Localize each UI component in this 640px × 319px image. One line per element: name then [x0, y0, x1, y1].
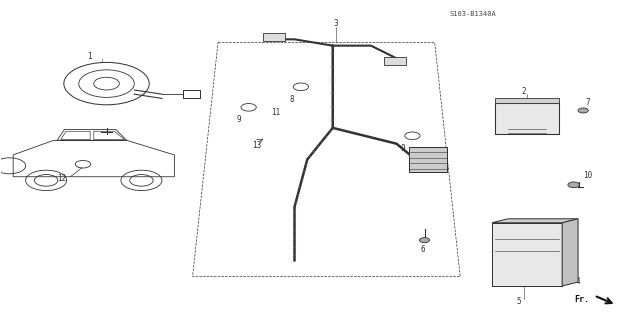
Text: 6: 6 — [421, 245, 426, 254]
Circle shape — [568, 182, 579, 188]
Text: 3: 3 — [333, 19, 339, 28]
Text: 9: 9 — [237, 115, 241, 124]
Text: 13: 13 — [252, 141, 261, 150]
Polygon shape — [492, 219, 578, 223]
FancyBboxPatch shape — [495, 103, 559, 134]
Text: 10: 10 — [583, 171, 592, 180]
Text: 12: 12 — [58, 174, 67, 183]
FancyBboxPatch shape — [384, 57, 406, 65]
Polygon shape — [492, 223, 562, 286]
Text: 5: 5 — [516, 297, 521, 306]
Text: 9: 9 — [401, 144, 405, 153]
Circle shape — [419, 238, 429, 243]
Text: S103-B1340A: S103-B1340A — [449, 11, 496, 17]
Text: 4: 4 — [576, 277, 580, 286]
Text: 7: 7 — [586, 98, 590, 107]
Text: 11: 11 — [271, 108, 280, 116]
Text: 2: 2 — [522, 87, 526, 96]
Polygon shape — [562, 219, 578, 286]
FancyBboxPatch shape — [262, 33, 285, 41]
Text: 8: 8 — [289, 95, 294, 104]
Circle shape — [578, 108, 588, 113]
Text: 1: 1 — [87, 52, 92, 61]
FancyBboxPatch shape — [409, 147, 447, 172]
FancyBboxPatch shape — [495, 98, 559, 103]
Text: Fr.: Fr. — [574, 295, 589, 304]
